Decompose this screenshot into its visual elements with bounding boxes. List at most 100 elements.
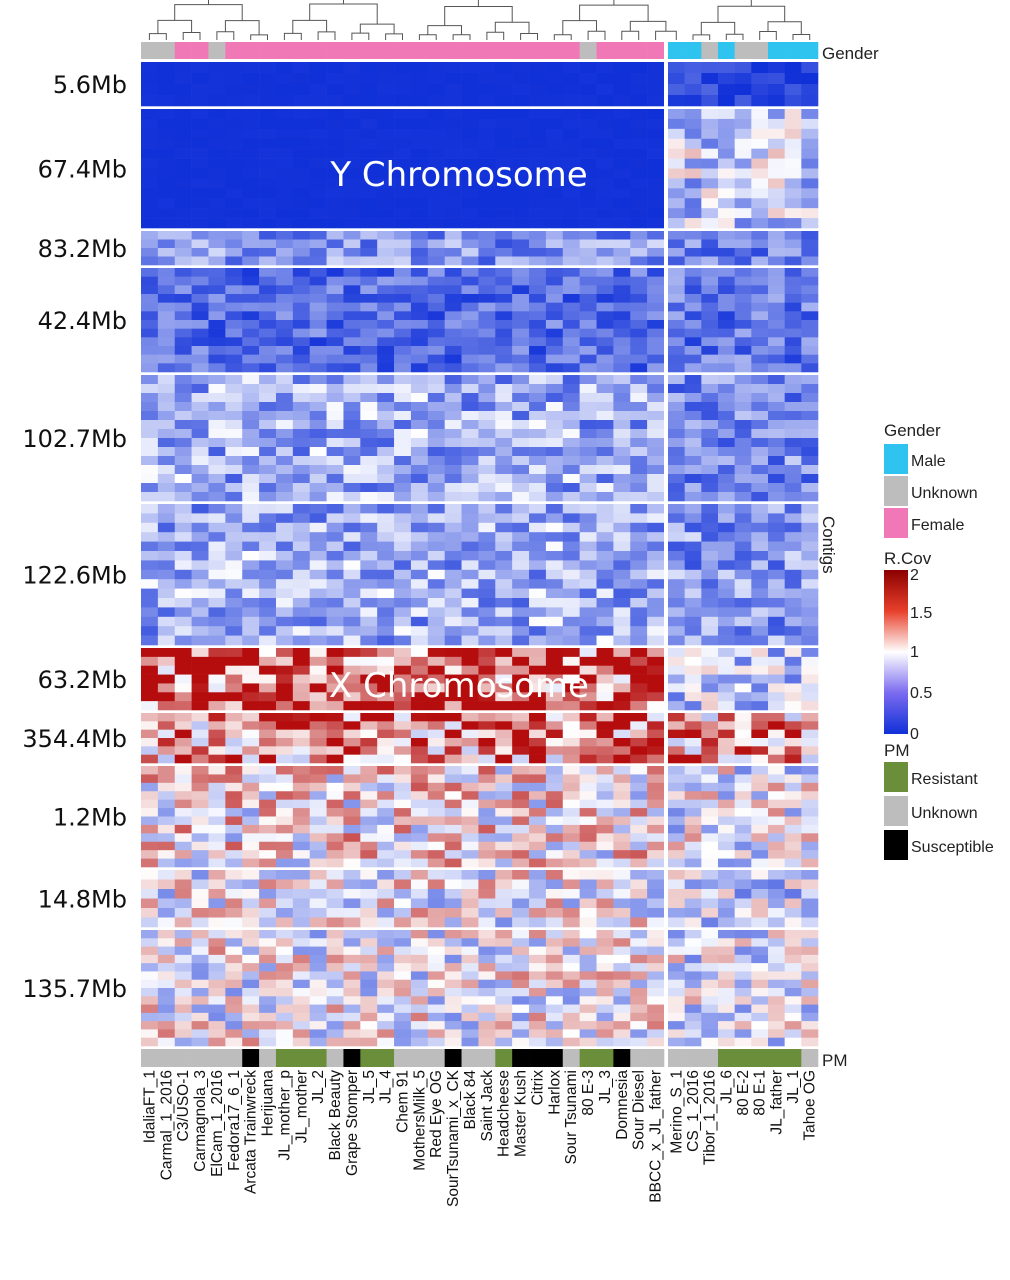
heatmap-cell	[242, 148, 260, 159]
heatmap-cell	[174, 979, 192, 989]
heatmap-cell	[292, 208, 311, 219]
heatmap-cell	[242, 954, 260, 964]
heatmap-cell	[734, 1004, 752, 1014]
heatmap-cell	[410, 429, 429, 439]
heatmap-cell	[630, 128, 648, 140]
heatmap-cell	[410, 1012, 429, 1022]
heatmap-cell	[701, 850, 719, 859]
heatmap-cell	[191, 908, 209, 918]
heatmap-cell	[684, 337, 702, 347]
heatmap-cell	[225, 438, 243, 448]
heatmap-cell	[684, 411, 702, 421]
heatmap-cell	[768, 158, 785, 169]
heatmap-cell	[751, 1029, 769, 1039]
heatmap-cell	[394, 492, 412, 502]
heatmap-cell	[174, 188, 192, 199]
heatmap-cell	[768, 946, 785, 956]
heatmap-cell	[292, 656, 311, 667]
heatmap-cell	[784, 456, 802, 466]
heatmap-cell	[444, 746, 462, 755]
heatmap-cell	[360, 665, 378, 675]
heatmap-cell	[242, 988, 260, 997]
heatmap-cell	[141, 1004, 159, 1014]
heatmap-cell	[562, 979, 580, 989]
heatmap-cell	[157, 816, 176, 826]
heatmap-cell	[174, 579, 192, 589]
heatmap-cell	[394, 218, 412, 229]
heatmap-cell	[191, 178, 209, 189]
heatmap-cell	[495, 683, 513, 693]
heatmap-cell	[630, 729, 648, 739]
heatmap-cell	[275, 1029, 294, 1039]
heatmap-cell	[529, 513, 547, 524]
heatmap-cell	[225, 375, 243, 385]
heatmap-cell	[751, 84, 769, 96]
heatmap-cell	[410, 95, 429, 107]
heatmap-cell	[751, 808, 769, 817]
heatmap-cell	[343, 635, 361, 646]
heatmap-cell	[275, 569, 294, 580]
heatmap-cell	[801, 188, 819, 199]
heatmap-cell	[242, 738, 260, 747]
heatmap-cell	[668, 560, 685, 571]
heatmap-cell	[394, 701, 412, 711]
heatmap-cell	[701, 626, 719, 636]
heatmap-cell	[784, 616, 802, 627]
heatmap-cell	[630, 766, 648, 775]
heatmap-cell	[410, 979, 429, 989]
heatmap-cell	[562, 870, 580, 880]
heatmap-cell	[701, 320, 719, 329]
heatmap-cell	[326, 541, 344, 552]
heatmap-cell	[259, 73, 277, 85]
heatmap-cell	[478, 128, 496, 140]
heatmap-cell	[478, 774, 496, 784]
heatmap-cell	[242, 504, 260, 514]
heatmap-cell	[701, 168, 719, 179]
heatmap-cell	[326, 551, 344, 561]
heatmap-cell	[529, 954, 547, 964]
heatmap-cell	[141, 766, 159, 775]
heatmap-cell	[478, 268, 496, 277]
heatmap-cell	[495, 579, 513, 589]
heatmap-cell	[208, 411, 226, 421]
heatmap-cell	[684, 198, 702, 209]
heatmap-cell	[157, 492, 176, 502]
heatmap-cell	[630, 420, 648, 430]
heatmap-cell	[292, 62, 311, 74]
heatmap-cell	[208, 375, 226, 385]
heatmap-cell	[377, 729, 395, 739]
heatmap-cell	[259, 946, 277, 956]
heatmap-cell	[684, 1029, 702, 1039]
heatmap-cell	[684, 766, 702, 775]
heatmap-cell	[275, 95, 294, 107]
heatmap-cell	[801, 692, 819, 702]
heatmap-cell	[529, 713, 547, 722]
heatmap-cell	[684, 588, 702, 599]
heatmap-cell	[208, 635, 226, 646]
heatmap-cell	[427, 569, 445, 580]
heatmap-cell	[478, 713, 496, 722]
heatmap-cell	[512, 692, 530, 702]
heatmap-cell	[668, 456, 685, 466]
heatmap-cell	[768, 683, 785, 693]
heatmap-cell	[562, 713, 580, 722]
heatmap-cell	[394, 178, 412, 189]
heatmap-cell	[562, 337, 580, 347]
heatmap-cell	[768, 713, 785, 722]
heatmap-cell	[478, 402, 496, 412]
heatmap-cell	[596, 541, 614, 552]
heatmap-cell	[208, 248, 226, 257]
heatmap-cell	[647, 833, 665, 843]
heatmap-cell	[801, 402, 819, 412]
heatmap-cell	[343, 824, 361, 834]
heatmap-cell	[701, 118, 719, 130]
heatmap-cell	[225, 791, 243, 800]
heatmap-cell	[718, 84, 735, 96]
heatmap-cell	[225, 808, 243, 817]
heatmap-cell	[768, 692, 785, 702]
heatmap-cell	[579, 522, 597, 533]
heatmap-cell	[377, 746, 395, 755]
heatmap-cell	[684, 393, 702, 403]
heatmap-cell	[174, 492, 192, 502]
heatmap-cell	[461, 1029, 479, 1039]
